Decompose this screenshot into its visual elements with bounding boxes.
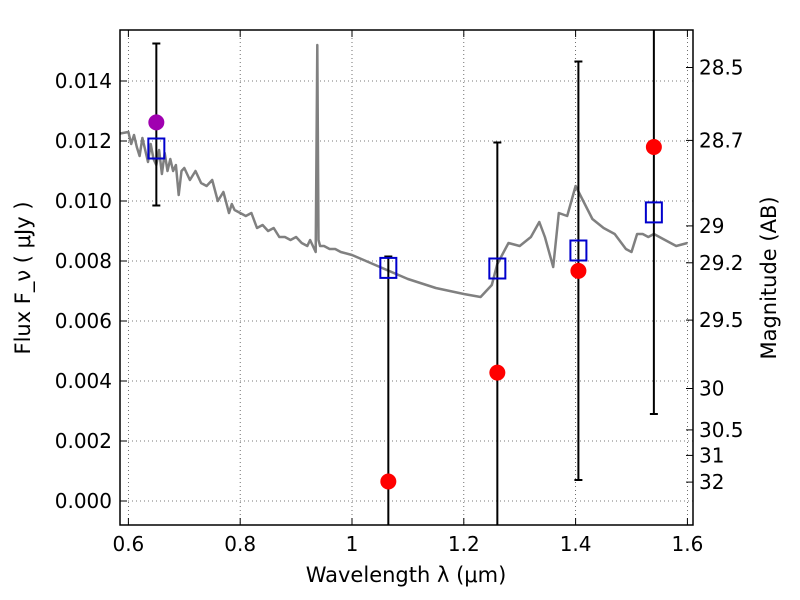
y2-tick-label: 30.5 [699, 418, 744, 442]
y2-tick-label: 28.7 [699, 128, 744, 152]
model-spectrum-line [120, 43, 688, 299]
y-tick-label: 0.010 [55, 189, 112, 213]
observed-flux-point [645, 139, 662, 155]
y-tick-label: 0.012 [55, 129, 112, 153]
axis-ticks: 0.6 0.8 1 1.2 1.4 1.6 0.000 0.002 0.004 0.006 0.00… [55, 30, 744, 556]
observed-flux-point [380, 473, 397, 490]
grid-lines [120, 30, 693, 525]
y-axis-label: Flux F_ν ( μJy ) [11, 201, 36, 354]
plot-area [120, 30, 688, 525]
observed-flux-point [148, 114, 165, 131]
y-tick-label: 0.004 [55, 369, 112, 393]
x-axis-label: Wavelength λ (μm) [306, 563, 507, 587]
plot-frame [119, 29, 694, 526]
x-tick-label: 0.6 [112, 532, 144, 556]
observed-flux-point [489, 364, 506, 381]
y2-tick-label: 31 [699, 443, 724, 467]
x-tick-label: 1.4 [560, 532, 592, 556]
x-tick-label: 1 [346, 532, 359, 556]
y2-tick-label: 30 [699, 377, 724, 401]
model-band-point [644, 201, 663, 224]
model-band-point [379, 256, 398, 279]
y2-tick-label: 28.5 [699, 56, 744, 80]
y2-axis-label: Magnitude (AB) [757, 196, 781, 359]
x-tick-label: 1.2 [448, 532, 480, 556]
x-tick-label: 1.6 [672, 532, 704, 556]
model-band-point [488, 257, 507, 280]
y-tick-label: 0.014 [55, 69, 112, 93]
y-tick-label: 0.008 [55, 249, 112, 273]
y2-tick-label: 32 [699, 470, 724, 494]
observed-flux-point [570, 262, 587, 279]
y-tick-label: 0.000 [55, 489, 112, 513]
y-tick-label: 0.002 [55, 429, 112, 453]
y2-tick-label: 29 [699, 214, 724, 238]
y2-tick-label: 29.2 [699, 251, 744, 275]
y2-tick-label: 29.5 [699, 308, 744, 332]
model-band-point [569, 239, 588, 262]
x-tick-label: 0.8 [224, 532, 256, 556]
y-tick-label: 0.006 [55, 309, 112, 333]
model-band-point [147, 137, 166, 160]
